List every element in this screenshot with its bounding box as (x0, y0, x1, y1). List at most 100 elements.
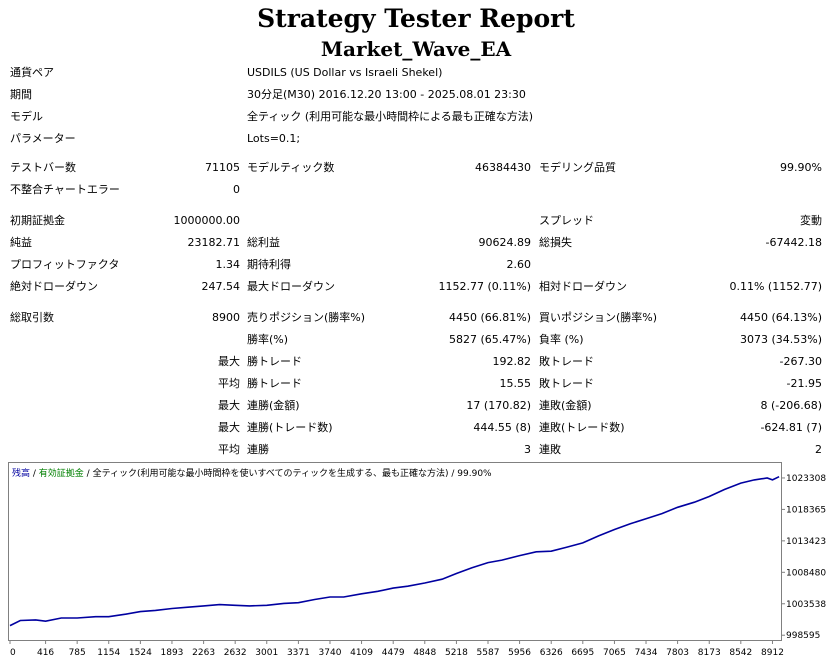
x-tick-label: 5218 (445, 648, 468, 658)
y-tick-label: 1003538 (786, 600, 826, 610)
x-tick-label: 4479 (382, 648, 405, 658)
x-tick-label: 1524 (129, 648, 152, 658)
x-tick-label: 4109 (350, 648, 373, 658)
largest-prefix: 最大 (218, 355, 240, 368)
short-value: 4450 (66.81%) (448, 311, 531, 324)
legend-sep-3: / (449, 469, 458, 479)
rel-dd-label: 相対ドローダウン (539, 280, 627, 293)
long-value: 4450 (64.13%) (739, 311, 822, 324)
legend-model: 全ティック(利用可能な最小時間枠を使いすべてのティックを生成する、最も正確な方法… (93, 467, 449, 479)
pf-label: プロフィットファクタ (10, 258, 120, 271)
gross-profit-value: 90624.89 (478, 236, 532, 249)
max-consec-profit-value: 444.55 (8) (473, 421, 531, 434)
y-tick-label: 998595 (786, 631, 820, 641)
x-tick-label: 1893 (161, 648, 184, 658)
largest-win-label: 勝トレード (247, 355, 302, 368)
total-label: 総取引数 (10, 311, 54, 324)
x-tick-label: 3740 (319, 648, 342, 658)
period-label: 期間 (10, 88, 32, 101)
balance-chart: 残高 / 有効証拠金 / 全ティック(利用可能な最小時間枠を使いすべてのティック… (8, 462, 826, 658)
max-consec-loss-label: 連敗(トレード数) (539, 421, 625, 434)
max-consec-wins-label: 連勝(金額) (247, 399, 300, 412)
gross-loss-value: -67442.18 (765, 236, 822, 249)
max-dd-label: 最大ドローダウン (247, 280, 335, 293)
x-tick-label: 2263 (192, 648, 215, 658)
ea-name: Market_Wave_EA (320, 37, 512, 61)
expected-label: 期待利得 (247, 258, 291, 271)
loss-rate-value: 3073 (34.53%) (739, 333, 822, 346)
symbol-label: 通貨ペア (10, 66, 54, 79)
avg-consec-losses-label: 連敗 (539, 443, 561, 456)
x-tick-label: 7803 (666, 648, 689, 658)
avg-consec-wins-value: 3 (524, 443, 531, 456)
x-tick-label: 416 (37, 648, 54, 658)
abs-dd-label: 絶対ドローダウン (10, 280, 98, 293)
max-consec-prefix: 最大 (218, 399, 240, 412)
period-value: 30分足(M30) 2016.12.20 13:00 - 2025.08.01 … (247, 88, 526, 101)
spread-label: スプレッド (539, 214, 594, 227)
y-tick-label: 1023308 (786, 474, 826, 484)
bars-label: テストバー数 (10, 161, 76, 174)
gross-loss-label: 総損失 (539, 236, 572, 249)
ticks-label: モデルティック数 (247, 161, 335, 174)
short-label: 売りポジション(勝率%) (247, 311, 366, 324)
expected-value: 2.60 (506, 258, 532, 271)
max-dd-value: 1152.77 (0.11%) (438, 280, 531, 293)
loss-rate-label: 負率 (%) (539, 333, 584, 346)
ticks-value: 46384430 (475, 161, 531, 174)
symbol-value: USDILS (US Dollar vs Israeli Shekel) (247, 66, 443, 79)
largest-loss-label: 敗トレード (539, 355, 594, 368)
legend-equity: 有効証拠金 (39, 467, 84, 479)
x-tick-label: 5956 (508, 648, 531, 658)
x-tick-label: 8912 (761, 648, 784, 658)
x-tick-label: 7434 (635, 648, 658, 658)
deposit-label: 初期証拠金 (10, 214, 65, 227)
avg-win-label: 勝トレード (247, 377, 302, 390)
max-consec-losses-label: 連敗(金額) (539, 399, 592, 412)
abs-dd-value: 247.54 (201, 280, 241, 293)
bars-value: 71105 (205, 161, 240, 174)
quality-label: モデリング品質 (539, 161, 616, 174)
x-tick-label: 6695 (571, 648, 594, 658)
max-consec-losses-value: 8 (-206.68) (760, 399, 822, 412)
net-value: 23182.71 (187, 236, 241, 249)
x-tick-label: 6326 (540, 648, 563, 658)
x-tick-label: 3001 (255, 648, 278, 658)
plot-frame (8, 462, 782, 641)
avg-loss-label: 敗トレード (539, 377, 594, 390)
win-rate-value: 5827 (65.47%) (448, 333, 531, 346)
x-tick-label: 3371 (287, 648, 310, 658)
y-tick-label: 1008480 (786, 568, 826, 578)
y-tick-label: 1018365 (786, 505, 826, 515)
gross-profit-label: 総利益 (247, 236, 280, 249)
avg-loss-value: -21.95 (786, 377, 822, 390)
y-axis-ticks: 998595 1003538 1008480 1013423 1018365 102330… (781, 474, 826, 641)
max-consec-wins-value: 17 (170.82) (466, 399, 531, 412)
mismatch-value: 0 (233, 183, 240, 196)
long-label: 買いポジション(勝率%) (539, 311, 658, 324)
max-consec-count-prefix: 最大 (218, 421, 240, 434)
average-prefix: 平均 (218, 377, 240, 390)
max-consec-loss-value: -624.81 (7) (760, 421, 822, 434)
legend-quality: 99.90% (457, 469, 492, 479)
model-value: 全ティック (利用可能な最小時間枠による最も正確な方法) (247, 110, 534, 123)
legend-sep-2: / (84, 469, 93, 479)
pf-value: 1.34 (215, 258, 241, 271)
spread-value: 変動 (800, 214, 822, 227)
avg-consec-prefix: 平均 (218, 443, 240, 456)
x-tick-label: 8173 (698, 648, 721, 658)
total-value: 8900 (212, 311, 240, 324)
legend-sep-1: / (30, 469, 39, 479)
max-consec-profit-label: 連勝(トレード数) (247, 421, 333, 434)
params-value: Lots=0.1; (247, 132, 301, 145)
model-label: モデル (10, 110, 43, 123)
params-label: パラメーター (10, 132, 76, 145)
x-tick-label: 5587 (477, 648, 500, 658)
report-title: Strategy Tester Report (257, 4, 575, 33)
x-tick-label: 2632 (224, 648, 247, 658)
x-tick-label: 8542 (729, 648, 752, 658)
win-rate-label: 勝率(%) (247, 333, 289, 346)
x-tick-label: 4848 (413, 648, 436, 658)
legend-balance: 残高 (12, 467, 30, 479)
mismatch-label: 不整合チャートエラー (10, 183, 120, 196)
